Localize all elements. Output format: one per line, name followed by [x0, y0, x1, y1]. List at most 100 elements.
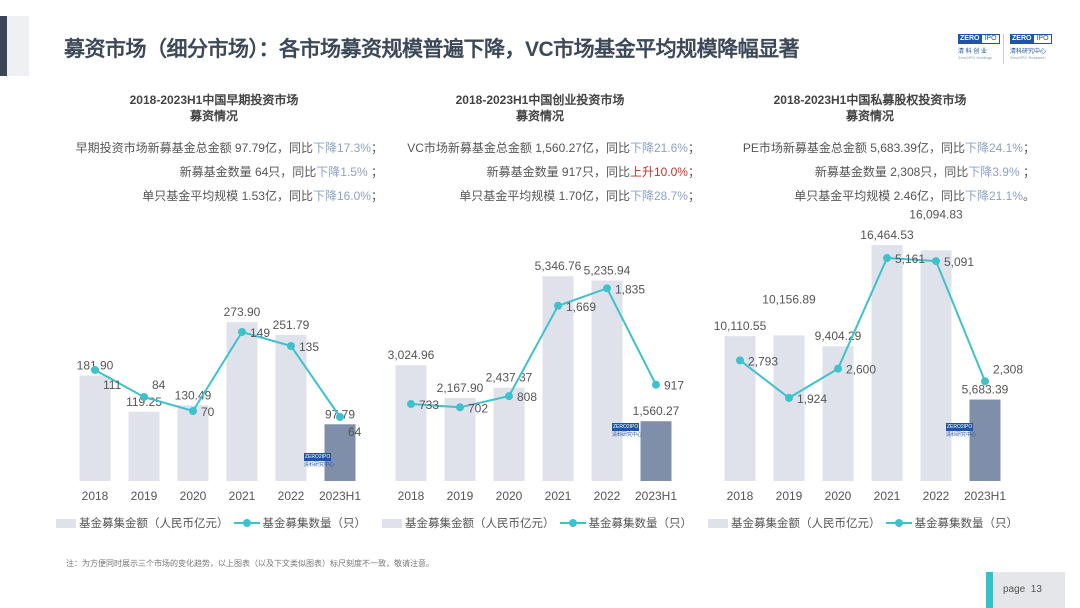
- line-point: [785, 393, 793, 402]
- logo-divider: [1003, 34, 1004, 64]
- bar-value-label: 16,464.53: [860, 228, 914, 242]
- stat-line: PE市场新募基金总金额 5,683.39亿，同比下降24.1%；: [742, 141, 1035, 155]
- change-value: 下降28.7%: [629, 189, 688, 203]
- x-tick-label: 2018: [398, 489, 425, 503]
- line-point: [652, 380, 660, 389]
- x-tick-label: 2020: [180, 489, 207, 503]
- line-value-label: 733: [419, 398, 439, 412]
- bar: [969, 399, 1001, 481]
- line-value-label: 1,835: [615, 282, 645, 296]
- legend-label: 基金募集数量（只）: [914, 518, 1019, 530]
- legend-line-swatch: [559, 519, 586, 527]
- line-value-label: 84: [152, 378, 166, 392]
- bar-value-label: 119.25: [126, 395, 162, 409]
- x-tick-label: 2023H1: [964, 489, 1006, 503]
- page-number: page 13: [993, 572, 1065, 608]
- line-value-label: 2,793: [748, 354, 778, 368]
- watermark-logo: ZERO2IPO 清科研究中心: [946, 423, 977, 438]
- bar-value-label: 16,094.83: [909, 207, 963, 221]
- legend-label: 基金募集金额（人民币亿元）: [731, 518, 881, 530]
- bar-value-label: 251.79: [273, 318, 310, 332]
- x-tick-label: 2018: [82, 489, 109, 503]
- line-point: [505, 392, 513, 401]
- panel-title-vc: 2018-2023H1中国创业投资市场 募资情况: [455, 93, 625, 123]
- line-point: [91, 366, 99, 374]
- line-value-label: 1,924: [797, 392, 827, 406]
- legend-bar-swatch: [382, 518, 402, 528]
- stat-line: VC市场新募基金总金额 1,560.27亿，同比下降21.6%；: [407, 141, 700, 155]
- line-point: [456, 403, 464, 412]
- x-tick-label: 2022: [923, 489, 950, 503]
- bar: [275, 334, 307, 481]
- x-tick-label: 2023H1: [635, 489, 677, 503]
- stat-line: 单只基金平均规模 2.46亿，同比下降21.1%。: [794, 189, 1035, 203]
- bar: [324, 424, 356, 481]
- stat-line: 单只基金平均规模 1.70亿，同比下降28.7%；: [459, 189, 700, 203]
- x-tick-label: 2020: [825, 489, 852, 503]
- line-value-label: 808: [517, 390, 537, 404]
- stat-line: 新募基金数量 917只，同比上升10.0%；: [486, 165, 700, 179]
- line-point: [883, 254, 891, 263]
- x-tick-label: 2022: [278, 489, 305, 503]
- legend-line-swatch: [233, 519, 260, 527]
- chart-legend: 基金募集金额（人民币亿元） 基金募集数量（只）: [708, 515, 1018, 531]
- line-value-label: 917: [664, 379, 684, 393]
- page-accent-bar: [986, 572, 993, 608]
- bar-value-label: 5,235.94: [584, 263, 631, 277]
- bar: [128, 411, 160, 481]
- line-value-label: 702: [468, 401, 488, 415]
- change-value: 下降3.9%: [968, 165, 1020, 179]
- x-tick-label: 2019: [131, 489, 158, 503]
- footnote: 注：为方便同时展示三个市场的变化趋势，以上图表（以及下文类似图表）标尺刻度不一致…: [66, 559, 434, 568]
- stat-line: 单只基金平均规模 1.53亿，同比下降16.0%；: [142, 189, 383, 203]
- x-tick-label: 2019: [776, 489, 803, 503]
- bar: [493, 387, 525, 481]
- change-value: 下降16.0%: [312, 189, 371, 203]
- line-point: [189, 407, 197, 415]
- legend-bar-swatch: [56, 518, 76, 528]
- line-point: [981, 377, 989, 386]
- chart-legend: 基金募集金额（人民币亿元） 基金募集数量（只）: [382, 515, 692, 531]
- x-tick-label: 2018: [727, 489, 754, 503]
- panel-title-early: 2018-2023H1中国早期投资市场 募资情况: [129, 93, 299, 123]
- bar-value-label: 130.49: [175, 388, 212, 402]
- bar-value-label: 273.90: [224, 305, 261, 319]
- legend-label: 基金募集数量（只）: [588, 518, 693, 530]
- line-point: [932, 257, 940, 266]
- bar-value-label: 5,683.39: [962, 383, 1009, 397]
- bar-value-label: 2,437.37: [486, 371, 533, 385]
- stat-line: 新募基金数量 2,308只，同比下降3.9% ；: [814, 165, 1035, 179]
- change-value: 下降21.1%: [964, 189, 1023, 203]
- change-value: 下降17.3%: [312, 141, 371, 155]
- title-accent-bg: [7, 16, 29, 76]
- watermark-logo: ZERO2IPO 清科研究中心: [304, 453, 335, 468]
- line-value-label: 70: [201, 405, 215, 419]
- legend-bar-swatch: [708, 518, 728, 528]
- bar: [177, 405, 209, 481]
- line-value-label: 135: [299, 340, 319, 354]
- line-point: [336, 413, 344, 421]
- bar: [79, 375, 111, 481]
- chart-legend: 基金募集金额（人民币亿元） 基金募集数量（只）: [56, 515, 366, 531]
- bar-value-label: 10,110.55: [714, 319, 767, 333]
- bar-value-label: 3,024.96: [388, 348, 435, 362]
- x-tick-label: 2021: [229, 489, 256, 503]
- legend-label: 基金募集金额（人民币亿元）: [405, 518, 555, 530]
- bar-value-label: 1,560.27: [633, 404, 680, 418]
- bar: [640, 421, 672, 481]
- x-tick-label: 2019: [447, 489, 474, 503]
- line-point: [834, 364, 842, 373]
- line-value-label: 2,600: [846, 363, 876, 377]
- x-tick-label: 2021: [874, 489, 901, 503]
- change-value: 下降24.1%: [964, 141, 1023, 155]
- bar: [226, 322, 258, 481]
- count-line: [410, 287, 657, 409]
- legend-label: 基金募集数量（只）: [262, 518, 367, 530]
- zero2ipo-research-logo: ZERO IPO 清科研究中心 Zero2IPO Research: [1010, 34, 1052, 64]
- panel-title-pe: 2018-2023H1中国私募股权投资市场 募资情况: [773, 93, 967, 123]
- change-value: 下降21.6%: [629, 141, 688, 155]
- title-accent-bar: [0, 16, 7, 76]
- legend-label: 基金募集金额（人民币亿元）: [79, 518, 229, 530]
- line-point: [554, 301, 562, 310]
